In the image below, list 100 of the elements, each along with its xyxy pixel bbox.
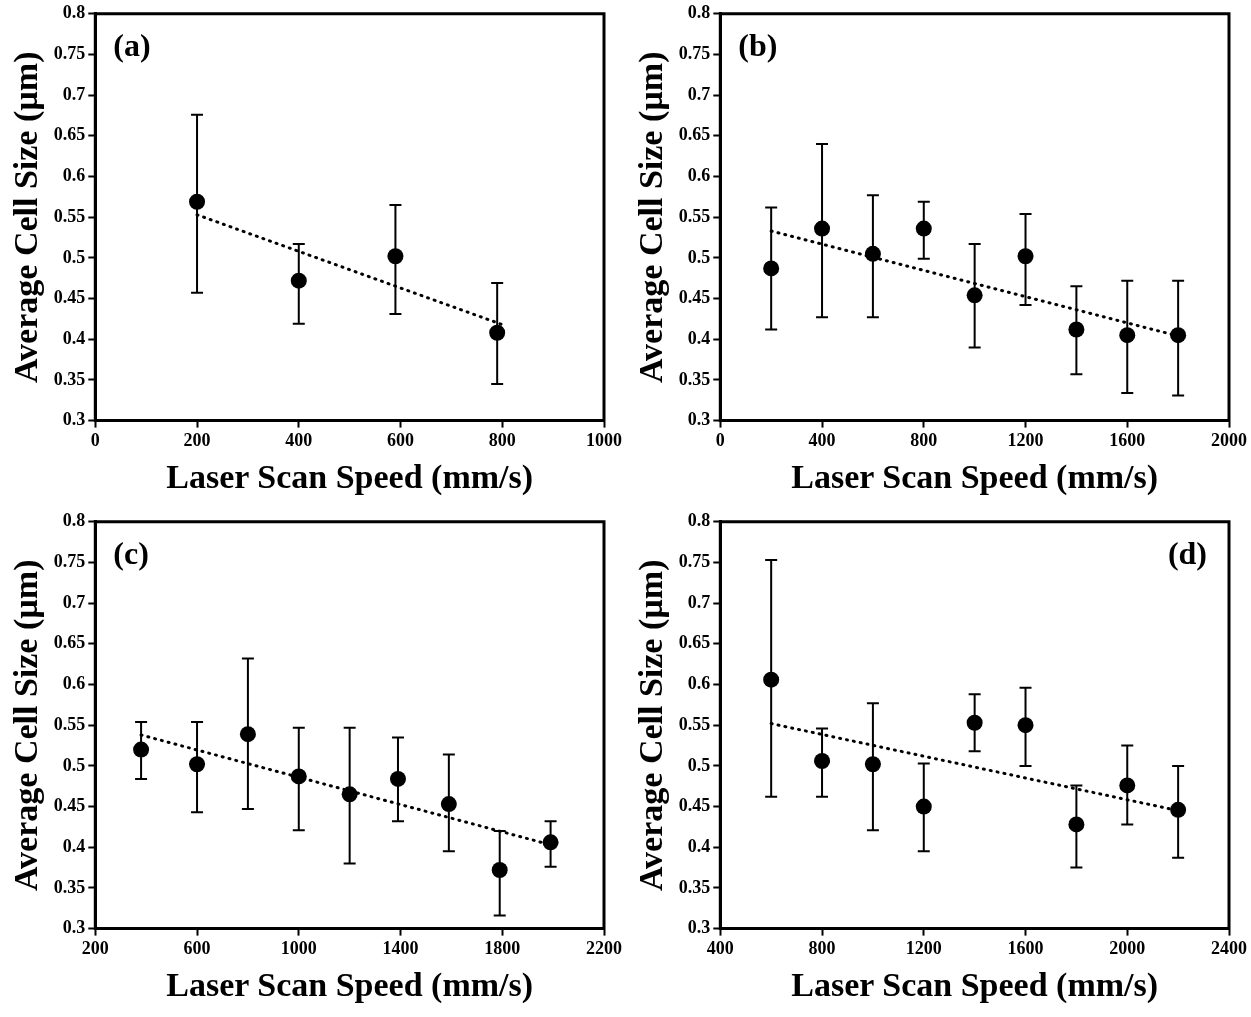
y-tick-label: 0.7 [687,83,711,104]
y-tick-label: 0.3 [687,917,711,938]
y-tick-label: 0.65 [53,632,86,653]
x-tick-label: 1800 [484,938,521,959]
point [290,768,307,785]
x-tick-label: 400 [285,430,313,451]
x-tick-label: 200 [81,938,109,959]
y-tick-label: 0.65 [53,124,86,145]
point [966,714,983,731]
point [763,260,780,277]
point [341,786,358,803]
x-axis-title: Laser Scan Speed (mm/s) [166,458,534,497]
y-tick-label: 0.35 [678,876,711,897]
point [491,862,508,879]
y-tick-label: 0.35 [53,876,86,897]
point [864,756,881,773]
y-tick-label: 0.4 [62,835,86,856]
point [542,834,559,851]
y-tick-label: 0.6 [62,165,86,186]
point [440,796,457,813]
y-axis-title: Average Cell Size (µm) [632,51,671,383]
y-tick-label: 0.45 [678,287,711,308]
y-tick-label: 0.7 [62,83,86,104]
point [864,245,881,262]
point [189,756,206,773]
y-tick-label: 0.6 [687,165,711,186]
point [1170,327,1187,344]
y-tick-label: 0.5 [687,246,711,267]
x-tick-label: 1200 [905,938,942,959]
y-tick-label: 0.5 [687,754,711,775]
point [763,671,780,688]
point [387,248,404,265]
point [290,272,307,289]
y-tick-label: 0.8 [687,510,711,531]
x-tick-label: 1600 [1007,938,1044,959]
y-tick-label: 0.4 [687,835,711,856]
x-tick-label: 1400 [382,938,419,959]
x-tick-label: 800 [808,938,836,959]
x-axis-title: Laser Scan Speed (mm/s) [166,966,534,1005]
y-tick-label: 0.75 [53,551,86,572]
x-tick-label: 1200 [1007,430,1044,451]
x-tick-label: 800 [488,430,516,451]
y-tick-label: 0.55 [678,713,711,734]
y-tick-label: 0.35 [678,368,711,389]
y-tick-label: 0.4 [62,327,86,348]
annotation: (a) [113,27,151,64]
x-tick-label: 0 [90,430,100,451]
point [814,753,831,769]
point [1068,816,1085,833]
y-tick-label: 0.3 [62,917,86,938]
x-tick-label: 2200 [586,938,622,959]
point [966,287,983,304]
y-axis-title: Average Cell Size (µm) [7,559,46,891]
y-tick-label: 0.3 [687,409,711,430]
point [915,220,932,237]
y-tick-label: 0.8 [687,2,711,23]
y-tick-label: 0.45 [53,795,86,816]
x-tick-label: 2000 [1109,938,1146,959]
x-tick-label: 2000 [1211,430,1247,451]
x-tick-label: 400 [706,938,734,959]
point [1017,248,1034,265]
point [189,193,206,210]
x-tick-label: 800 [910,430,938,451]
point [1068,321,1085,338]
x-tick-label: 2400 [1211,938,1247,959]
y-tick-label: 0.55 [53,205,86,226]
y-tick-label: 0.75 [53,43,86,64]
y-tick-label: 0.5 [62,754,86,775]
y-tick-label: 0.7 [62,591,86,612]
point [915,798,932,815]
x-tick-label: 600 [183,938,211,959]
y-axis-title: Average Cell Size (µm) [7,51,46,383]
point [1170,801,1187,818]
y-tick-label: 0.6 [62,673,86,694]
point [814,220,831,237]
x-tick-label: 1000 [586,430,622,451]
point [239,726,256,743]
annotation: (b) [738,27,778,64]
x-tick-label: 600 [387,430,415,451]
y-tick-label: 0.55 [53,713,86,734]
x-tick-label: 400 [808,430,836,451]
y-tick-label: 0.45 [678,795,711,816]
point [1017,717,1034,734]
point [1119,777,1136,794]
y-tick-label: 0.75 [678,551,711,572]
y-axis-title: Average Cell Size (µm) [632,559,671,891]
y-tick-label: 0.6 [687,673,711,694]
x-tick-label: 200 [183,430,211,451]
y-tick-label: 0.35 [53,368,86,389]
y-tick-label: 0.65 [678,632,711,653]
x-axis-title: Laser Scan Speed (mm/s) [791,966,1159,1005]
point [389,770,406,787]
y-tick-label: 0.45 [53,287,86,308]
x-tick-label: 0 [715,430,725,451]
point [489,324,506,341]
y-tick-label: 0.3 [62,409,86,430]
y-tick-label: 0.8 [62,2,86,23]
y-tick-label: 0.55 [678,205,711,226]
y-tick-label: 0.75 [678,43,711,64]
y-tick-label: 0.4 [687,327,711,348]
